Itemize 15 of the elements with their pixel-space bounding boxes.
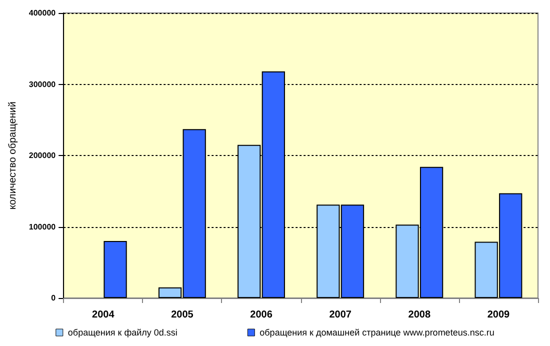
bar bbox=[104, 241, 127, 298]
y-tick-label: 100000 bbox=[28, 222, 56, 232]
x-tick-label: 2007 bbox=[329, 310, 352, 320]
y-tick-label: 200000 bbox=[28, 151, 56, 160]
x-tick-label: 2006 bbox=[250, 310, 273, 320]
x-tick-label: 2009 bbox=[487, 310, 510, 320]
x-tick-label: 2008 bbox=[408, 310, 431, 320]
legend-label: обращения к домашней странице www.prometeus.nsc.ru bbox=[260, 328, 494, 338]
x-tick-label: 2005 bbox=[171, 310, 194, 320]
legend-label: обращения к файлу 0d.ssi bbox=[68, 328, 178, 338]
y-tick-label: 400000 bbox=[28, 8, 56, 18]
y-tick-label: 300000 bbox=[28, 80, 56, 89]
y-tick-label: 0 bbox=[51, 294, 56, 302]
x-tick-label: 2004 bbox=[92, 310, 115, 320]
y-axis-title: количество обращений bbox=[8, 102, 18, 210]
